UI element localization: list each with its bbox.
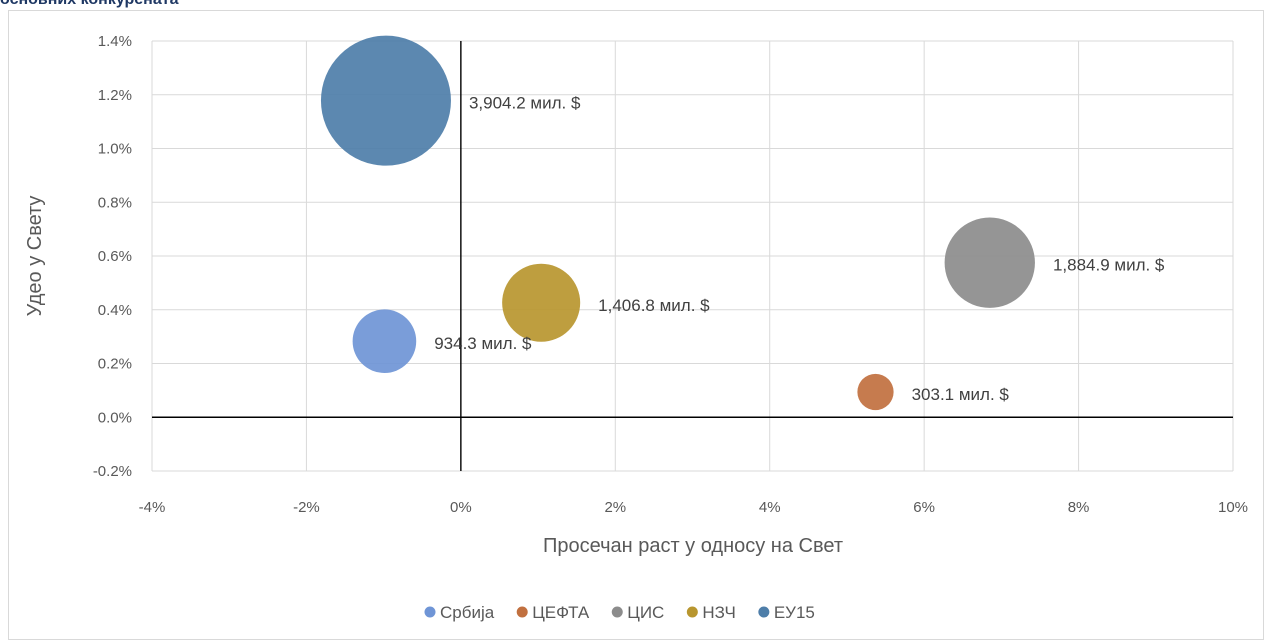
x-axis-title: Просечан раст у односу на Свет <box>543 535 843 557</box>
y-tick-label: 1.2% <box>98 87 132 104</box>
x-tick-label: 8% <box>1068 499 1090 516</box>
axes: -4% -2% 0% 2% 4% 6% 8% 10% -0.2% 0.0% 0.2% 0.4% 0.6%… <box>93 33 1248 516</box>
bubbles <box>320 35 1035 411</box>
legend-marker <box>424 606 436 618</box>
y-tick-label: 0.4% <box>98 302 132 319</box>
bubble-НЗЧ <box>502 263 581 342</box>
bubble-data-label: 1,884.9 мил. $ <box>1053 256 1165 275</box>
bubble-ЦЕФТА <box>857 373 894 411</box>
legend-marker <box>686 606 698 618</box>
y-axis-title: Удео у Свету <box>24 196 46 317</box>
x-tick-label: 10% <box>1218 499 1248 516</box>
x-tick-label: -2% <box>293 499 320 516</box>
bubble-ЦИС <box>944 217 1035 308</box>
chart-area <box>8 10 1264 640</box>
legend-marker <box>611 606 623 618</box>
legend-marker <box>758 606 770 618</box>
legend-marker <box>516 606 528 618</box>
y-tick-label: 0.8% <box>98 194 132 211</box>
legend-label: ЕУ15 <box>774 603 815 622</box>
legend-label: ЦИС <box>627 603 664 622</box>
gridlines <box>151 40 1234 472</box>
bubble-data-label: 3,904.2 мил. $ <box>469 94 581 113</box>
bubble-data-label: 934.3 мил. $ <box>434 334 532 353</box>
y-tick-label: 0.2% <box>98 356 132 373</box>
x-tick-label: 2% <box>604 499 626 516</box>
y-tick-label: 1.0% <box>98 141 132 158</box>
legend-label: Србија <box>440 603 495 622</box>
y-tick-label: -0.2% <box>93 463 132 480</box>
y-tick-label: 1.4% <box>98 33 132 50</box>
bubble-data-label: 1,406.8 мил. $ <box>598 296 710 315</box>
x-tick-label: 0% <box>450 499 472 516</box>
x-tick-label: 6% <box>913 499 935 516</box>
bubble-ЕУ15 <box>320 35 451 166</box>
x-tick-label: -4% <box>139 499 166 516</box>
bubble-Србија <box>352 309 417 373</box>
y-tick-label: 0.6% <box>98 248 132 265</box>
data-labels: 934.3 мил. $ 303.1 мил. $ 1,884.9 мил. $ 1,… <box>434 94 1165 404</box>
legend: Србија ЦЕФТА ЦИС НЗЧ ЕУ15 <box>424 603 815 622</box>
bubble-data-label: 303.1 мил. $ <box>912 385 1010 404</box>
x-tick-label: 4% <box>759 499 781 516</box>
legend-label: ЦЕФТА <box>532 603 590 622</box>
y-tick-label: 0.0% <box>98 409 132 426</box>
page-title: основних конкурената <box>0 0 178 9</box>
legend-label: НЗЧ <box>702 603 736 622</box>
